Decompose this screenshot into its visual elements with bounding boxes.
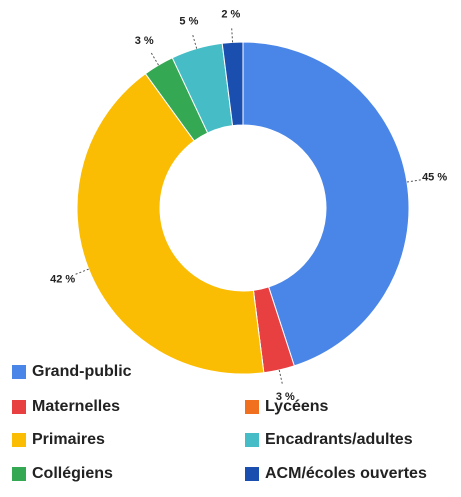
legend-swatch xyxy=(245,433,259,447)
legend-label: Collégiens xyxy=(32,465,113,482)
leader-line xyxy=(75,268,89,275)
data-label: 42 % xyxy=(50,273,75,285)
slice xyxy=(221,41,244,127)
legend-label: Primaires xyxy=(32,431,105,448)
legend-label: Lycéens xyxy=(265,398,329,415)
legend-swatch xyxy=(12,365,26,379)
data-label: 45 % xyxy=(422,172,447,184)
slice xyxy=(242,41,410,367)
legend-label: Maternelles xyxy=(32,398,120,415)
legend-label: Encadrants/adultes xyxy=(265,431,413,448)
leader-line xyxy=(231,28,234,43)
leader-line xyxy=(150,52,159,66)
data-label: 2 % xyxy=(221,8,240,20)
legend-swatch xyxy=(245,400,259,414)
leader-line xyxy=(278,369,283,384)
legend-label: ACM/écoles ouvertes xyxy=(265,465,427,482)
data-label: 5 % xyxy=(179,16,198,28)
legend-swatch xyxy=(12,433,26,447)
data-label: 3 % xyxy=(276,391,295,403)
data-label: 3 % xyxy=(135,35,154,47)
leader-line xyxy=(192,35,198,49)
leader-line xyxy=(406,179,421,183)
slice xyxy=(76,73,265,375)
legend-swatch xyxy=(12,400,26,414)
legend-swatch xyxy=(245,467,259,481)
legend-label: Grand-public xyxy=(32,363,132,380)
legend-swatch xyxy=(12,467,26,481)
